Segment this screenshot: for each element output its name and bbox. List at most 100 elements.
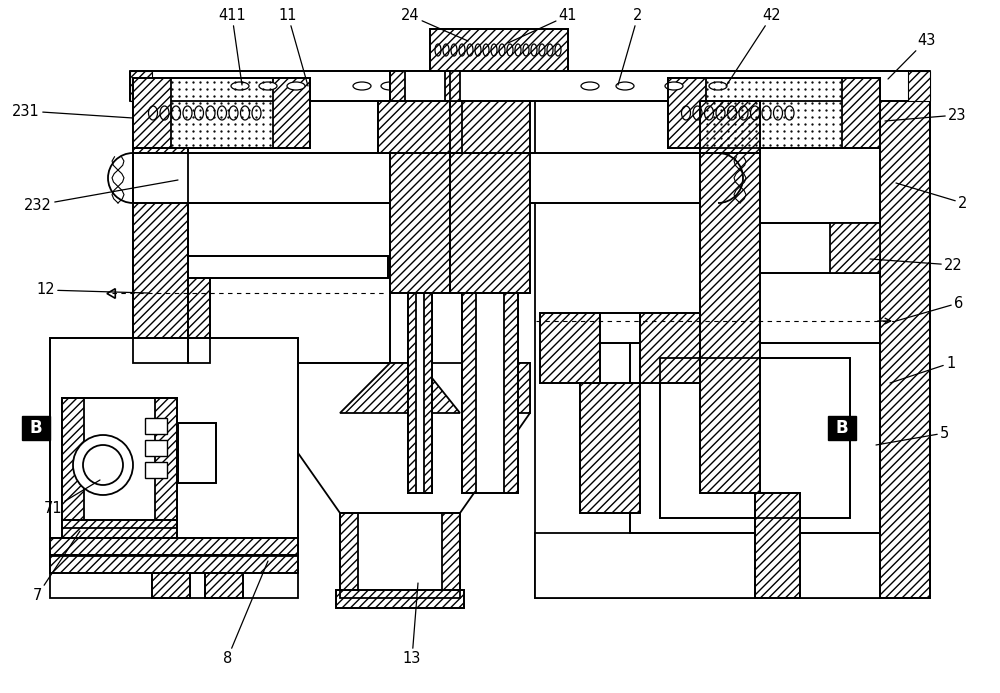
Bar (755, 493, 800, 598)
Bar (462, 293, 476, 493)
Bar (450, 153, 718, 203)
Bar (152, 573, 190, 598)
Bar (188, 256, 388, 278)
Bar (50, 555, 298, 573)
Polygon shape (188, 363, 530, 598)
Bar (408, 293, 432, 493)
Bar (390, 71, 450, 101)
Bar (188, 278, 210, 363)
Bar (133, 148, 188, 363)
Bar (630, 343, 880, 533)
Bar (828, 416, 856, 440)
Bar (50, 538, 298, 598)
Bar (540, 313, 600, 383)
Text: 41: 41 (508, 8, 577, 43)
Bar (145, 418, 167, 434)
Bar (378, 101, 462, 153)
Bar (640, 313, 700, 383)
Text: 71: 71 (43, 480, 100, 516)
Text: 232: 232 (24, 180, 178, 213)
Bar (188, 203, 390, 363)
Bar (760, 223, 880, 273)
Bar (50, 555, 298, 573)
Bar (450, 101, 530, 153)
Bar (145, 440, 167, 456)
Bar (62, 520, 177, 538)
Bar (580, 383, 640, 513)
Bar (424, 293, 432, 493)
Bar (760, 223, 880, 273)
Bar (62, 398, 177, 528)
Bar (700, 153, 760, 493)
Bar (880, 98, 930, 598)
Ellipse shape (665, 82, 683, 90)
Text: 13: 13 (403, 583, 421, 666)
Text: 43: 43 (888, 33, 935, 79)
Circle shape (83, 445, 123, 485)
Ellipse shape (709, 82, 727, 90)
Bar (908, 71, 930, 101)
Text: 7: 7 (33, 531, 80, 603)
Bar (340, 513, 460, 598)
Text: 42: 42 (726, 8, 781, 86)
Bar (22, 416, 50, 440)
Bar (660, 358, 850, 518)
Polygon shape (505, 363, 530, 413)
Bar (430, 29, 568, 71)
Bar (188, 256, 388, 278)
Bar (430, 29, 568, 71)
Text: 24: 24 (401, 8, 468, 41)
Bar (336, 590, 464, 608)
Text: B: B (30, 419, 42, 437)
Bar (660, 358, 850, 518)
Bar (62, 398, 84, 528)
Bar (462, 293, 518, 493)
Bar (62, 398, 177, 528)
Bar (133, 153, 391, 203)
Bar (62, 520, 177, 538)
Bar (408, 293, 432, 493)
Bar (842, 78, 880, 148)
Text: 8: 8 (223, 561, 268, 666)
Ellipse shape (259, 82, 277, 90)
Polygon shape (340, 363, 460, 413)
Text: 1: 1 (890, 356, 955, 383)
Text: 6: 6 (896, 295, 963, 321)
Bar (580, 313, 700, 343)
Text: 2: 2 (896, 183, 967, 211)
Bar (340, 513, 358, 598)
Bar (188, 278, 210, 363)
Bar (630, 343, 880, 533)
Bar (178, 423, 216, 483)
Bar (133, 153, 391, 203)
Bar (830, 223, 880, 273)
Circle shape (73, 435, 133, 495)
Text: B: B (836, 419, 848, 437)
Bar (130, 71, 930, 101)
Bar (50, 538, 298, 556)
Bar (668, 78, 706, 148)
Bar (535, 98, 930, 598)
Bar (133, 78, 310, 148)
Bar (50, 338, 298, 538)
Text: 5: 5 (876, 426, 949, 445)
Ellipse shape (616, 82, 634, 90)
Bar (133, 148, 188, 363)
Bar (450, 153, 530, 293)
Bar (336, 590, 464, 608)
Text: 2: 2 (618, 8, 643, 85)
Ellipse shape (287, 82, 305, 90)
Text: 23: 23 (885, 107, 966, 123)
Bar (535, 533, 880, 598)
Bar (390, 71, 450, 101)
Bar (880, 98, 930, 598)
Bar (580, 313, 700, 343)
Bar (504, 293, 518, 493)
Bar (640, 313, 700, 383)
Ellipse shape (581, 82, 599, 90)
Polygon shape (188, 363, 290, 413)
Bar (178, 423, 216, 483)
Bar (668, 78, 880, 148)
Bar (205, 573, 243, 598)
Bar (145, 462, 167, 478)
